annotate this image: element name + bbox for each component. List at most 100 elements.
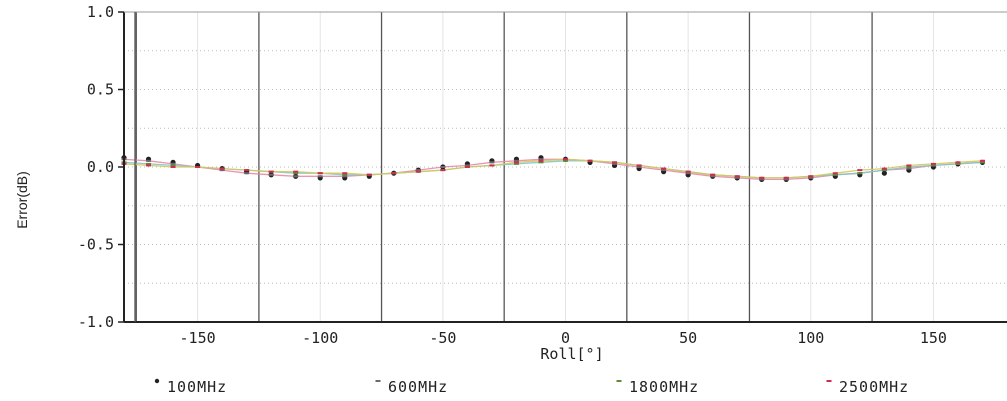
x-tick-label: -100 <box>302 329 338 347</box>
point-600MHz <box>317 175 323 178</box>
point-2500MHz <box>366 173 372 176</box>
y-axis-label: Error(dB) <box>14 171 30 229</box>
point-2500MHz <box>955 161 961 164</box>
point-1800MHz <box>538 161 544 164</box>
point-2500MHz <box>734 175 740 178</box>
point-2500MHz <box>612 161 618 164</box>
point-2500MHz <box>268 170 274 173</box>
point-1800MHz <box>170 164 176 167</box>
point-2500MHz <box>440 169 446 172</box>
legend-marker-600MHz <box>375 380 381 382</box>
legend-label-600MHz: 600MHz <box>388 378 448 396</box>
point-2500MHz <box>464 166 470 168</box>
point-600MHz <box>342 175 348 178</box>
point-2500MHz <box>538 159 544 162</box>
point-1800MHz <box>979 161 985 164</box>
point-2500MHz <box>342 172 348 175</box>
point-2500MHz <box>513 161 519 164</box>
point-2500MHz <box>415 170 421 173</box>
point-2500MHz <box>661 167 667 170</box>
point-2500MHz <box>906 164 912 167</box>
point-1800MHz <box>930 164 936 167</box>
point-600MHz <box>808 176 814 179</box>
point-1800MHz <box>832 173 838 176</box>
point-600MHz <box>293 175 299 178</box>
point-1800MHz <box>146 162 152 165</box>
point-600MHz <box>636 166 642 168</box>
point-2500MHz <box>293 170 299 173</box>
point-600MHz <box>415 169 421 172</box>
x-tick-label: 100 <box>797 329 824 347</box>
point-2500MHz <box>563 158 568 161</box>
y-tick-label: 0.5 <box>87 81 114 99</box>
point-2500MHz <box>857 169 863 172</box>
point-600MHz <box>146 159 152 162</box>
point-600MHz <box>244 172 250 175</box>
x-axis-label: Roll[°] <box>540 345 603 363</box>
point-600MHz <box>268 173 274 176</box>
legend-label-100MHz: 100MHz <box>167 378 227 396</box>
x-tick-labels: -150 -100 -50 0 50 100 150 <box>180 329 947 347</box>
major-vertical-lines <box>135 12 873 322</box>
point-1800MHz <box>857 172 863 175</box>
point-600MHz <box>170 162 176 165</box>
x-tick-label: 0 <box>561 329 570 347</box>
point-2500MHz <box>244 169 250 172</box>
point-2500MHz <box>146 164 152 167</box>
point-2500MHz <box>979 159 985 162</box>
legend-marker-2500MHz <box>826 380 832 382</box>
point-2500MHz <box>881 167 887 170</box>
x-tick-label: -150 <box>180 329 216 347</box>
legend-marker-100MHz <box>154 378 160 384</box>
y-tick-label: -0.5 <box>78 236 114 254</box>
data-points <box>121 155 986 182</box>
x-tick-label: 150 <box>920 329 947 347</box>
point-600MHz <box>734 176 740 179</box>
point-2500MHz <box>808 175 814 178</box>
point-1800MHz <box>955 162 961 165</box>
point-2500MHz <box>170 166 176 168</box>
y-tick-label: 0.0 <box>87 158 114 176</box>
point-2500MHz <box>391 172 397 175</box>
point-2500MHz <box>930 162 936 165</box>
point-600MHz <box>464 164 470 167</box>
legend-marker-1800MHz <box>616 380 622 382</box>
y-tick-label: -1.0 <box>78 313 114 331</box>
point-2500MHz <box>759 176 765 179</box>
point-600MHz <box>759 178 765 181</box>
point-2500MHz <box>195 166 201 168</box>
point-600MHz <box>710 175 716 178</box>
point-600MHz <box>661 169 667 172</box>
point-2500MHz <box>685 170 691 173</box>
point-600MHz <box>489 161 495 164</box>
point-2500MHz <box>783 176 789 179</box>
x-tick-label: 50 <box>679 329 697 347</box>
point-1800MHz <box>513 162 519 165</box>
y-tick-label: 1.0 <box>87 3 114 21</box>
legend-label-2500MHz: 2500MHz <box>839 378 909 396</box>
point-2500MHz <box>710 173 716 176</box>
y-tick-labels: 1.0 0.5 0.0 -0.5 -1.0 <box>78 3 114 331</box>
point-600MHz <box>219 169 225 172</box>
point-600MHz <box>906 167 912 170</box>
point-600MHz <box>440 166 446 168</box>
point-2500MHz <box>219 167 225 170</box>
point-600MHz <box>783 178 789 181</box>
point-2500MHz <box>832 172 838 175</box>
point-600MHz <box>612 162 618 165</box>
point-100MHz <box>881 170 887 176</box>
axes <box>118 11 1007 323</box>
trend-lines <box>123 158 983 181</box>
trend-line <box>123 158 983 179</box>
point-600MHz <box>513 159 519 162</box>
point-600MHz <box>685 172 691 175</box>
point-1800MHz <box>342 173 348 176</box>
point-1800MHz <box>881 169 887 172</box>
point-2500MHz <box>636 164 642 167</box>
point-1800MHz <box>293 172 299 175</box>
point-2500MHz <box>317 172 323 175</box>
legend-label-1800MHz: 1800MHz <box>629 378 699 396</box>
